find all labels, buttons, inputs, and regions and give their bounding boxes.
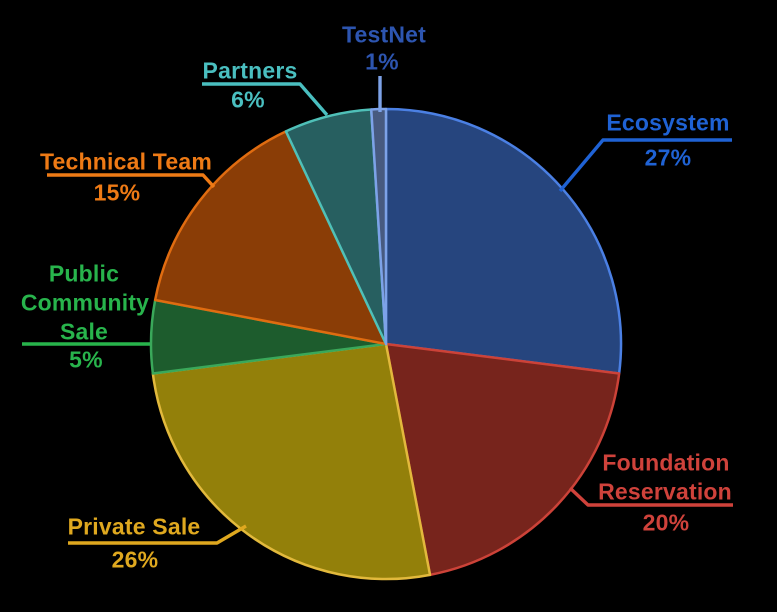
- pie-slice-ecosystem: [384, 107, 623, 375]
- pie-slice-private-sale: [151, 342, 432, 581]
- slice-percent-testnet: 1%: [365, 48, 399, 75]
- leader-line-partners: [202, 82, 329, 117]
- slice-percent-ecosystem: 27%: [644, 144, 692, 171]
- slice-label-testnet-line-0: TestNet: [341, 21, 427, 48]
- leader-line-ecosystem: [558, 138, 732, 193]
- leader-line-private-sale: [68, 524, 247, 545]
- slice-label-foundation-reservation-line-0: Foundation: [602, 449, 730, 476]
- slice-label-foundation-reservation-line-1: Reservation: [598, 478, 732, 505]
- slice-percent-public-community-sale: 5%: [69, 346, 103, 373]
- slice-label-private-sale-line-0: Private Sale: [67, 513, 201, 540]
- leader-line-foundation-reservation: [568, 486, 733, 507]
- slice-label-public-community-sale-line-2: Sale: [59, 318, 109, 345]
- leader-line-technical-team: [47, 173, 216, 189]
- slice-percent-private-sale: 26%: [111, 546, 159, 573]
- slice-percent-partners: 6%: [231, 86, 265, 113]
- slice-percent-foundation-reservation: 20%: [642, 509, 690, 536]
- slice-label-ecosystem-line-0: Ecosystem: [606, 109, 730, 136]
- slice-label-public-community-sale-line-0: Public: [48, 260, 120, 287]
- pie-slice-foundation-reservation: [384, 342, 621, 577]
- slice-label-partners-line-0: Partners: [202, 57, 298, 84]
- slice-percent-technical-team: 15%: [93, 179, 141, 206]
- slice-label-public-community-sale-line-1: Community: [20, 289, 150, 316]
- pie-slice-technical-team: [153, 130, 388, 346]
- slice-label-technical-team-line-0: Technical Team: [40, 148, 212, 175]
